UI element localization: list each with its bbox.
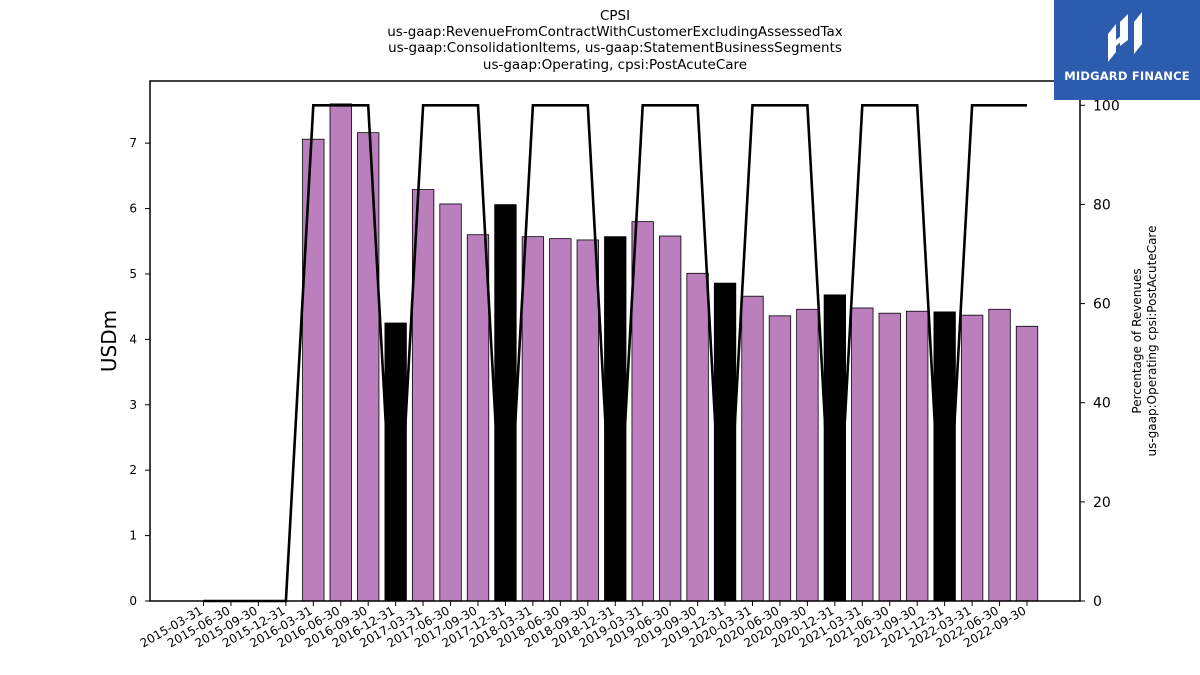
bar: [302, 138, 325, 602]
y2-tick-label: 60: [1093, 297, 1111, 313]
bar: [960, 314, 984, 602]
y-tick-label: 1: [129, 529, 137, 543]
y-tick-label: 6: [129, 202, 137, 216]
y2-axis-label-line-1: Percentage of Revenues: [1130, 268, 1144, 413]
y-tick-label: 4: [129, 332, 137, 346]
y-axis-label: USDm: [97, 310, 121, 372]
bar: [521, 236, 545, 602]
bar: [851, 307, 874, 602]
y2-tick-label: 40: [1093, 396, 1111, 412]
y-tick-label: 2: [129, 463, 137, 477]
y-tick-label: 3: [129, 398, 137, 412]
bar: [988, 308, 1011, 602]
bar: [796, 308, 819, 602]
midgard-finance-logo: MIDGARD FINANCE: [1054, 0, 1200, 100]
bar: [686, 272, 709, 602]
y2-tick-label: 0: [1093, 594, 1102, 610]
bar: [329, 103, 352, 602]
y2-tick-label: 20: [1093, 495, 1111, 511]
bar: [466, 234, 490, 602]
y2-tick-label: 80: [1093, 197, 1111, 213]
logo-text: MIDGARD FINANCE: [1064, 69, 1190, 83]
bar: [878, 312, 901, 602]
chart-title-line-2: us-gaap:RevenueFromContractWithCustomerE…: [387, 24, 843, 40]
y-tick-label: 7: [129, 136, 137, 150]
bar: [494, 204, 517, 602]
bar: [906, 310, 929, 602]
chart-title-line-4: us-gaap:Operating, cpsi:PostAcuteCare: [482, 57, 748, 73]
midgard-logo-icon: [1108, 12, 1142, 62]
chart-title-line-3: us-gaap:ConsolidationItems, us-gaap:Stat…: [388, 40, 842, 56]
bar: [631, 221, 654, 602]
y-tick-label: 5: [129, 267, 137, 281]
bar: [549, 238, 572, 602]
chart-title-line-1: CPSI: [599, 8, 631, 24]
bar: [604, 236, 627, 602]
y2-axis-label-line-2: us-gaap:Operating cpsi:PostAcuteCare: [1145, 225, 1159, 456]
y2-tick-label: 100: [1093, 98, 1120, 114]
bar: [357, 132, 380, 602]
bar: [741, 295, 764, 602]
bar: [659, 235, 682, 602]
bar: [768, 315, 792, 602]
bar: [1015, 325, 1039, 602]
bar: [439, 203, 462, 602]
y-tick-label: 0: [129, 594, 137, 608]
bar: [576, 239, 599, 602]
